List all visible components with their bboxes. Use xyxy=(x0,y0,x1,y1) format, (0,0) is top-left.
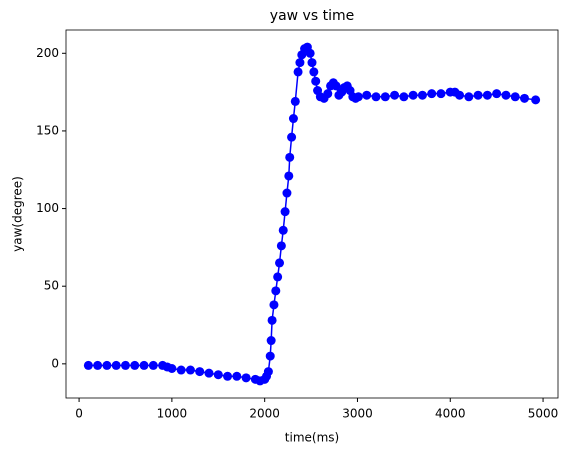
point xyxy=(311,76,321,86)
x-tick-label: 5000 xyxy=(528,407,559,421)
point xyxy=(287,132,297,142)
point xyxy=(293,67,303,77)
point xyxy=(482,90,492,100)
x-tick-label: 2000 xyxy=(249,407,280,421)
point xyxy=(464,92,474,102)
point xyxy=(195,367,205,377)
point xyxy=(83,360,93,370)
point xyxy=(280,207,290,217)
point xyxy=(285,152,295,162)
point xyxy=(185,365,195,375)
point xyxy=(290,96,300,106)
y-tick-label: 0 xyxy=(51,356,59,370)
x-axis-label: time(ms) xyxy=(285,431,339,445)
point xyxy=(111,360,121,370)
point xyxy=(204,368,214,378)
point xyxy=(362,90,372,100)
point xyxy=(213,370,223,380)
y-tick-label: 200 xyxy=(36,46,59,60)
point xyxy=(241,373,251,383)
point xyxy=(305,48,315,58)
y-tick-label: 100 xyxy=(36,201,59,215)
point xyxy=(167,363,177,373)
point xyxy=(295,58,305,68)
point xyxy=(520,93,530,103)
point xyxy=(130,360,140,370)
x-tick-label: 1000 xyxy=(157,407,188,421)
point xyxy=(93,360,103,370)
point xyxy=(531,95,541,105)
point xyxy=(266,336,276,346)
point xyxy=(284,171,294,181)
point xyxy=(353,92,363,102)
y-tick-label: 50 xyxy=(44,279,59,293)
point xyxy=(436,89,446,99)
point xyxy=(399,92,409,102)
x-tick-label: 0 xyxy=(75,407,83,421)
point xyxy=(271,286,281,296)
point xyxy=(265,351,275,361)
point xyxy=(501,90,511,100)
point xyxy=(176,365,186,375)
point xyxy=(263,367,273,377)
point xyxy=(275,258,285,268)
plot-frame xyxy=(65,29,559,399)
point xyxy=(427,89,437,99)
point xyxy=(269,300,279,310)
point xyxy=(288,114,298,124)
point xyxy=(323,89,333,99)
point xyxy=(223,371,233,381)
x-tick-label: 3000 xyxy=(342,407,373,421)
point xyxy=(232,371,242,381)
point xyxy=(309,67,319,77)
point xyxy=(267,315,277,325)
point xyxy=(492,89,502,99)
point xyxy=(408,90,418,100)
point xyxy=(473,90,483,100)
point xyxy=(120,360,130,370)
chart-title: yaw vs time xyxy=(270,8,354,24)
point xyxy=(371,92,381,102)
x-tick-label: 4000 xyxy=(435,407,466,421)
point xyxy=(139,360,149,370)
point xyxy=(273,272,283,282)
point xyxy=(331,81,341,91)
point xyxy=(148,360,158,370)
point xyxy=(510,92,520,102)
point xyxy=(307,58,317,68)
point xyxy=(380,92,390,102)
point xyxy=(390,90,400,100)
y-axis-label: yaw(degree) xyxy=(11,176,25,252)
point xyxy=(278,225,288,235)
point xyxy=(102,360,112,370)
point xyxy=(417,90,427,100)
y-tick-label: 150 xyxy=(36,123,59,137)
point xyxy=(455,90,465,100)
point xyxy=(282,188,292,198)
point xyxy=(276,241,286,251)
